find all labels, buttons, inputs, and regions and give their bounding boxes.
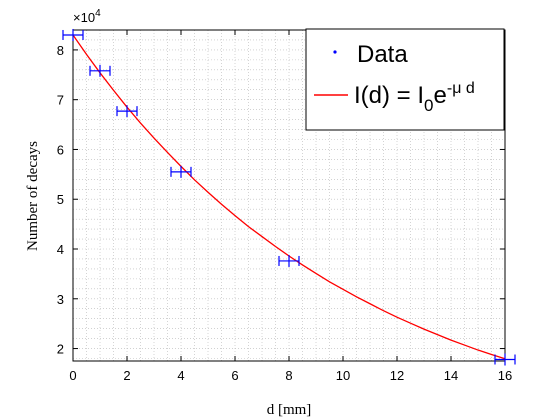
- legend-data-label: Data: [357, 41, 408, 68]
- y-tick-label: 4: [57, 242, 64, 257]
- legend: Data I(d) = I0e-μ d: [305, 28, 505, 131]
- legend-box: [305, 28, 505, 131]
- x-axis-label: d [mm]: [267, 402, 312, 418]
- y-axis: 2 3 4 5 6 7 8: [57, 43, 505, 357]
- x-tick-label: 14: [444, 368, 458, 383]
- y-axis-label: Number of decays: [25, 141, 41, 251]
- data-point: [494, 353, 516, 366]
- x-axis: 0 2 4 6 8 10 12 14 16: [69, 30, 512, 383]
- y-tick-label: 3: [57, 292, 64, 307]
- x-tick-label: 8: [285, 368, 292, 383]
- legend-data-marker: [333, 50, 337, 54]
- y-tick-label: 2: [57, 342, 64, 357]
- x-tick-label: 2: [123, 368, 130, 383]
- x-tick-label: 12: [390, 368, 404, 383]
- y-tick-label: 7: [57, 93, 64, 108]
- y-tick-label: 6: [57, 142, 64, 157]
- x-tick-label: 6: [231, 368, 238, 383]
- data-point: [116, 105, 138, 118]
- y-multiplier: ×104: [73, 8, 101, 25]
- grid-lines: [73, 30, 505, 361]
- y-tick-label: 8: [57, 43, 64, 58]
- x-tick-label: 10: [336, 368, 350, 383]
- x-tick-label: 0: [69, 368, 76, 383]
- x-tick-label: 4: [177, 368, 184, 383]
- data-point: [89, 64, 111, 77]
- data-series: [62, 28, 516, 366]
- y-tick-label: 5: [57, 192, 64, 207]
- data-point: [278, 254, 300, 267]
- data-point: [170, 165, 192, 178]
- data-point: [62, 28, 84, 41]
- x-tick-label: 16: [498, 368, 512, 383]
- legend-fit-label: I(d) = I0e-μ d: [354, 80, 475, 115]
